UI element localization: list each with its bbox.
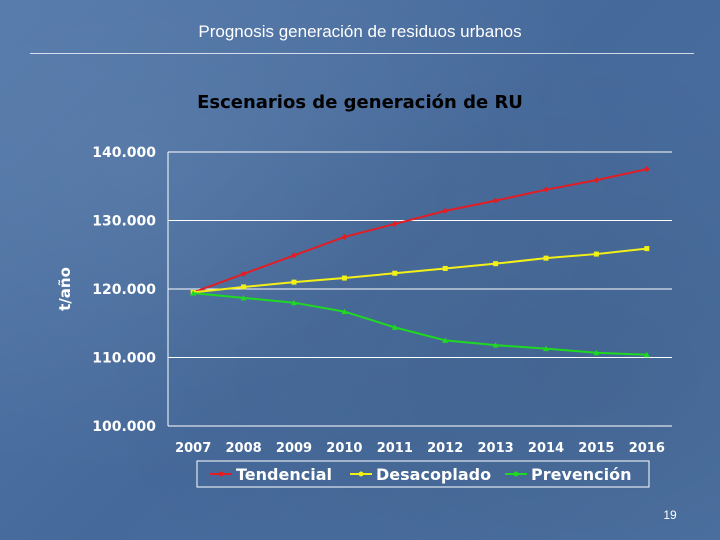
data-point-tendencial <box>291 252 297 259</box>
data-point-desacoplado <box>341 275 347 281</box>
x-tick-label: 2014 <box>528 441 564 456</box>
data-point-prevencion <box>543 345 549 352</box>
data-point-prevencion <box>643 351 650 358</box>
data-point-prevencion <box>240 294 247 301</box>
x-tick-label: 2016 <box>629 441 665 456</box>
data-point-prevencion <box>442 337 449 343</box>
data-point-tendencial <box>442 207 449 214</box>
legend-marker-tendencial <box>218 471 224 477</box>
data-point-tendencial <box>492 197 499 204</box>
legend-label: Desacoplado <box>376 465 491 484</box>
x-tick-label: 2010 <box>326 441 362 456</box>
data-point-tendencial <box>593 177 600 184</box>
x-tick-label: 2015 <box>578 441 614 456</box>
x-tick-label: 2009 <box>276 441 312 456</box>
data-point-desacoplado <box>543 255 549 261</box>
x-tick-label: 2013 <box>478 441 514 456</box>
y-tick-label: 110.000 <box>92 351 156 367</box>
x-tick-label: 2012 <box>427 441 463 456</box>
y-tick-label: 120.000 <box>92 282 156 298</box>
data-point-desacoplado <box>593 251 599 257</box>
x-tick-label: 2008 <box>226 441 262 456</box>
data-point-tendencial <box>341 233 348 240</box>
data-point-prevencion <box>492 342 499 348</box>
data-point-desacoplado <box>241 284 247 290</box>
data-point-desacoplado <box>442 265 448 271</box>
page-number: 19 <box>663 508 677 522</box>
data-point-desacoplado <box>493 261 499 267</box>
legend-label: Tendencial <box>236 465 332 484</box>
data-point-prevencion <box>391 324 398 330</box>
data-point-desacoplado <box>291 279 297 285</box>
legend-box <box>196 460 650 488</box>
x-tick-label: 2007 <box>175 441 211 456</box>
data-point-tendencial <box>543 186 549 193</box>
chart-title: Escenarios de generación de RU <box>197 92 523 113</box>
legend-marker-prevencion <box>513 471 519 477</box>
slide-title: Prognosis generación de residuos urbanos <box>198 22 522 41</box>
title-divider <box>30 53 694 54</box>
y-tick-label: 130.000 <box>92 214 156 230</box>
legend-label: Prevención <box>531 465 632 484</box>
data-point-prevencion <box>190 290 197 296</box>
series-line-prevencion <box>193 292 647 356</box>
data-point-desacoplado <box>644 246 650 252</box>
x-tick-label: 2011 <box>377 441 413 456</box>
data-point-prevencion <box>291 299 297 306</box>
y-tick-label: 100.000 <box>92 419 156 435</box>
data-point-tendencial <box>240 270 247 277</box>
data-point-prevencion <box>593 349 600 356</box>
y-axis-label: t/año <box>56 267 74 311</box>
series-line-tendencial <box>192 168 648 294</box>
data-point-desacoplado <box>392 270 398 276</box>
y-tick-label: 140.000 <box>92 145 156 161</box>
data-point-tendencial <box>391 220 398 227</box>
data-point-tendencial <box>643 166 650 173</box>
legend-marker-desacoplado <box>358 471 364 477</box>
series-line-desacoplado <box>193 247 647 294</box>
data-point-prevencion <box>341 308 348 315</box>
